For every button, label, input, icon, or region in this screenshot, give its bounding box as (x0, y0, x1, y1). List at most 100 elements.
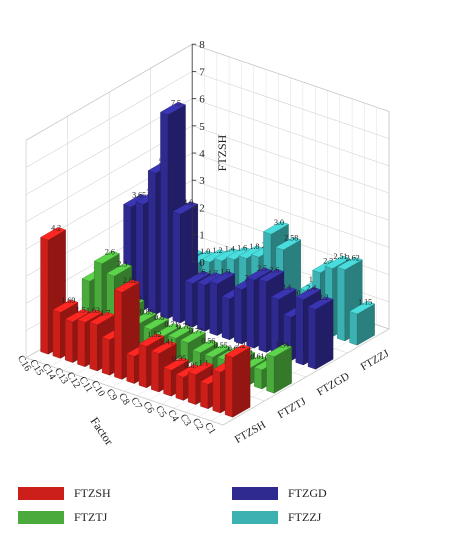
data-label-ftzzj-c3: 2.51 (334, 252, 348, 261)
data-label-ftzzj-c1: 1.15 (358, 298, 372, 307)
z-tick-label: 3 (199, 175, 205, 187)
legend-swatch-ftzsh (18, 487, 64, 500)
bar-ftzsh-c8 (138, 343, 147, 389)
bar-top-ftzzj-c3 (324, 255, 351, 269)
legend-label-ftzgd: FTZGD (288, 486, 327, 500)
data-label-ftzzj-c8: 3.0 (274, 218, 284, 227)
data-label-ftzsh-c4: 1.1 (199, 358, 209, 367)
data-label-ftzzj-c4: 2.2 (323, 257, 333, 266)
chart-canvas: 0.83.650.91.83.91.04.22.65.21.21.692.37.… (15, 39, 392, 448)
data-label-ftzsh-c1: 2.2 (236, 341, 246, 350)
bar-top-ftzsh-c15 (52, 299, 79, 313)
z-tick-label: 5 (199, 121, 205, 133)
bar-ftzsh-c6 (163, 367, 172, 397)
bar-ftzgd-c12 (172, 211, 181, 324)
bar-top-ftzgd-c11 (184, 270, 211, 284)
x-tick-label: C6 (141, 400, 157, 416)
bar-top-ftzgd-c5 (258, 268, 285, 282)
data-label-ftztj-c12: 0.85 (140, 308, 154, 317)
group-tick-label: FTZTJ (276, 395, 309, 421)
data-label-ftztj-c15: 2.6 (105, 247, 115, 256)
bar-top-ftztj-c8 (180, 329, 206, 344)
data-label-ftzzj-c14: 1.0 (200, 247, 210, 256)
data-label-ftzgd-c11: 1.6 (196, 267, 206, 276)
bar-ftzzj-c2 (337, 266, 346, 342)
data-label-ftzzj-c2: 2.62 (346, 253, 360, 262)
data-label-ftzzj-c10: 1.8 (249, 242, 259, 251)
bar-ftzgd-c8 (221, 296, 230, 341)
bar-top-ftzsh-c8 (138, 333, 165, 347)
data-label-ftzzj-c13: 1.2 (213, 246, 223, 255)
bar-side-ftzsh-c1 (232, 346, 251, 418)
legend-item-ftztj: FTZTJ (18, 510, 107, 525)
bar-ftzsh-c10 (114, 289, 123, 380)
bar-top-ftzsh-c7 (150, 340, 177, 354)
data-label-ftzsh-c7: 1.41 (160, 337, 174, 346)
bar-top-ftzzj-c2 (336, 256, 363, 271)
x-tick-label: C5 (153, 404, 169, 420)
data-label-ftzgd-c1: 2.2 (319, 293, 329, 302)
bar-top-ftzzj-c7 (275, 236, 302, 251)
bar-ftzsh-c15 (52, 309, 61, 359)
legend-item-ftzsh: FTZSH (18, 486, 111, 501)
bar-ftzsh-c4 (187, 371, 197, 405)
bar-top-ftzsh-c4 (187, 361, 214, 375)
legend-swatch-ftzzj (232, 511, 278, 524)
bar-top-ftztj-c6 (204, 344, 231, 358)
data-label-ftzsh-c14: 1.5 (76, 306, 86, 315)
bar-top-ftzgd-c4 (270, 286, 297, 300)
data-label-ftzgd-c9: 1.9 (220, 268, 230, 277)
x-tick-label: C9 (104, 387, 120, 403)
z-tick-label: 7 (199, 66, 205, 78)
bar-ftzgd-c9 (209, 281, 218, 336)
z-axis-title: FTZSH (215, 134, 229, 171)
bar-ftzsh-c16 (40, 237, 49, 355)
data-label-ftzsh-c13: 1.63 (86, 306, 100, 315)
data-label-ftztj-c9: 0.78 (177, 322, 191, 331)
bar-top-ftzzj-c8 (263, 221, 289, 235)
z-tick-label: 2 (199, 202, 205, 214)
data-label-ftztj-c7: 0.56 (201, 337, 215, 346)
data-label-ftzgd-c12: 4.0 (183, 198, 193, 207)
data-label-ftzsh-c5: 0.85 (184, 361, 198, 370)
z-tick-label: 0 (199, 257, 205, 269)
data-label-ftzzj-c12: 1.4 (225, 245, 235, 254)
bar-top-ftzgd-c2 (295, 286, 322, 301)
bar-ftzsh-c3 (200, 381, 209, 410)
legend-item-ftzgd: FTZGD (232, 486, 327, 501)
bar-top-ftzsh-c10 (113, 279, 140, 293)
data-label-ftzsh-c8: 1.52 (148, 330, 162, 339)
bar-top-ftzsh-c13 (77, 309, 103, 323)
bar-ftztj-c2 (254, 367, 263, 390)
data-label-ftztj-c11: 0.8 (154, 313, 164, 322)
data-label-ftzsh-c10: 2.82 (123, 276, 137, 285)
chart-legend: FTZSH FTZGD FTZTJ FTZZJ (0, 478, 474, 538)
data-label-ftzgd-c5: 2.6 (269, 265, 279, 274)
bar-ftzgd-c14 (147, 170, 157, 315)
legend-item-ftzzj: FTZZJ (232, 510, 321, 525)
bar-ftzzj-c1 (349, 311, 358, 346)
legend-label-ftzsh: FTZSH (74, 486, 111, 500)
bar-ftzsh-c11 (101, 337, 110, 376)
x-tick-label: C8 (116, 391, 132, 407)
bar-ftzgd-c10 (197, 282, 206, 332)
z-tick-label: 1 (199, 230, 205, 242)
bar-ftzsh-c14 (64, 318, 74, 363)
z-tick-label: 6 (199, 94, 205, 106)
z-tick-label: 4 (199, 148, 205, 160)
data-label-ftzsh-c15: 1.69 (61, 296, 75, 305)
data-label-ftzgd-c6: 2.5 (257, 264, 267, 273)
bar-top-ftztj-c14 (106, 263, 133, 277)
legend-label-ftztj: FTZTJ (74, 510, 108, 524)
x-tick-label: C3 (178, 412, 194, 428)
data-label-ftzsh-c12: 1.7 (100, 309, 110, 318)
bar-ftzgd-c13 (160, 111, 169, 320)
grid-line-x (222, 111, 390, 426)
bar-side-ftzgd-c1 (315, 298, 334, 370)
bar-top-ftzzj-c1 (349, 301, 376, 315)
bar-ftzgd-c11 (184, 280, 193, 328)
data-label-ftztj-c8: 0.77 (189, 327, 203, 336)
data-label-ftztj-c14: 2.3 (117, 260, 127, 269)
group-tick-label: FTZZJ (359, 347, 392, 373)
